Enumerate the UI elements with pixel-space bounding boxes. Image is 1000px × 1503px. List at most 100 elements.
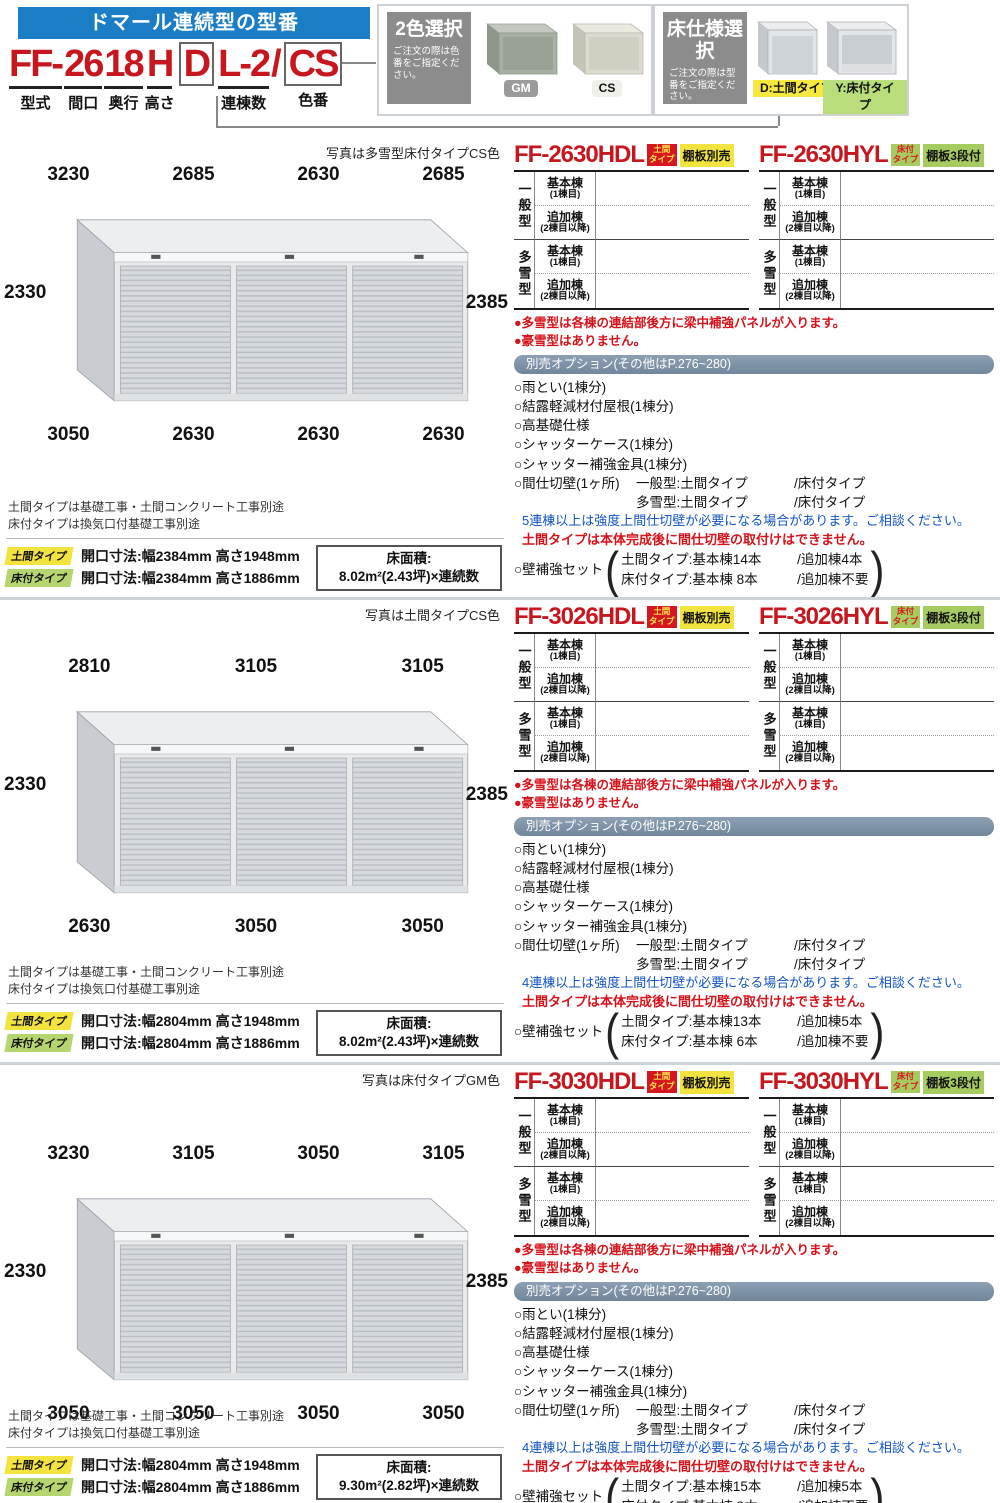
opening-row-doma: 土間タイプ 開口寸法:幅2804mm 高さ1948mm (4, 1454, 504, 1476)
model-seg-renketsu: L-2 連棟数 (218, 42, 271, 113)
options-bar: 別売オプション(その他はP.276~280) (514, 817, 994, 836)
price-cell (841, 206, 994, 240)
opening-dimension-yuka: 開口寸法:幅2804mm 高さ1886mm (81, 1477, 300, 1497)
wall-set-label: ○壁補強セット (514, 1023, 604, 1039)
row-label-base: 基本棟 (1棟目) (779, 702, 841, 736)
price-cell (596, 1133, 749, 1167)
diagram-column: 写真は土間タイプCS色 2810 3105 3105 (0, 600, 512, 1062)
model-seg-slash: / (271, 42, 281, 86)
color-select-panel: 2色選択 ご注文の際は色番をご指定ください。 GM (377, 4, 653, 116)
opening-label: 開口寸法: (81, 1457, 142, 1473)
header: ドマール連続型の型番 FF- 型式 26 間口 18 奥行 H 高さ D (0, 0, 1000, 138)
wall-doma: 土間タイプ:基本棟15本 (621, 1479, 762, 1494)
opening-label: 開口寸法: (81, 570, 142, 586)
dimension-label: 2685 (172, 164, 215, 185)
wall-reinforcement-option: ○壁補強セット ( 土間タイプ:基本棟15本 /追加棟5本 床付タイプ:基本棟 … (514, 1471, 994, 1503)
row-sublabel: (1棟目) (549, 256, 581, 268)
snow-note-1: ●多雪型は各棟の連結部後方に梁中補強パネルが入ります。 (514, 778, 846, 792)
product-section: 写真は多雪型床付タイプCS色 3230 2685 2630 2685 (0, 138, 1000, 600)
partition-blue-note: 5連棟以上は強度上間仕切壁が必要になる場合があります。ご相談ください。 (522, 513, 970, 529)
row-label: 基本棟 (791, 175, 828, 190)
opening-specs: 土間タイプ 開口寸法:幅2384mm 高さ1948mm 床付タイプ 開口寸法:幅… (4, 538, 504, 592)
snow-note-2: ●豪雪型はありません。 (514, 795, 647, 810)
model-name-hyl: FF-3030HYL (759, 1068, 889, 1095)
snow-note-1: ●多雪型は各棟の連結部後方に梁中補強パネルが入ります。 (514, 316, 846, 330)
price-cell (841, 668, 994, 702)
height-dimension-left: 2330 (4, 1261, 47, 1282)
row-label-base: 基本棟 (1棟目) (534, 1099, 596, 1133)
partition-option: ○間仕切壁(1ヶ所) 一般型:土間タイプ /床付タイプ 多雪型:土間タイプ /床… (514, 1401, 994, 1439)
row-label-base: 基本棟 (1棟目) (779, 1167, 841, 1201)
price-cell (596, 1201, 749, 1235)
group-label-snow: 多雪型 (761, 1177, 777, 1225)
row-label-add: 追加棟 (2棟目以降) (534, 1133, 596, 1167)
dimension-label: 3050 (172, 1403, 215, 1424)
row-sublabel: (1棟目) (549, 1115, 581, 1127)
shelf-included-badge: 棚板3段付 (923, 1070, 984, 1094)
partition-red-note: 土間タイプは本体完成後に間仕切壁の取付けはできません。 (522, 993, 873, 1009)
dimension-label: 3105 (172, 1143, 215, 1164)
row-sublabel: (2棟目以降) (540, 753, 590, 765)
dimension-label: 2630 (172, 424, 215, 445)
partition-spacer (514, 493, 636, 512)
floor-area-box: 床面積: 9.30m²(2.82坪)×連続数 (316, 1454, 502, 1501)
badge-line1: 土間 (653, 1071, 671, 1082)
badge-line1: 土間 (653, 144, 671, 155)
doma-type-badge: 土間タイプ (647, 1071, 677, 1093)
partition-option: ○間仕切壁(1ヶ所) 一般型:土間タイプ /床付タイプ 多雪型:土間タイプ /床… (514, 474, 994, 512)
price-table-hyl: 一般型 基本棟 (1棟目) 追加棟 (2棟目以降) 多雪型 基本棟 (1棟目) 追加棟… (759, 170, 994, 310)
option-item: ○高基礎仕様 (514, 1345, 590, 1361)
connector-line (216, 126, 778, 128)
row-sublabel: (1棟目) (794, 650, 826, 662)
model-header: FF-3026HYL 床付 タイプ 棚板3段付 (759, 603, 994, 630)
partition-general: 一般型:土間タイプ (636, 1402, 748, 1418)
options-bar: 別売オプション(その他はP.276~280) (514, 355, 994, 374)
option-item: ○シャッター補強金具(1棟分) (514, 918, 688, 934)
model-seg-color: CS 色番 (282, 42, 345, 110)
row-label: 追加棟 (791, 278, 828, 293)
model-pair: FF-3030HDL 土間 タイプ 棚板別売 一般型 基本棟 (1棟目) 追加棟 (2… (514, 1068, 994, 1237)
gm-label: GM (504, 80, 538, 97)
dimension-label: 3050 (422, 1403, 465, 1424)
doma-type-badge: 土間タイプ (4, 547, 74, 565)
price-cell (596, 240, 749, 274)
model-seg-depth: 18 奥行 (104, 42, 145, 113)
price-cell (596, 274, 749, 308)
spec-column: FF-3026HDL 土間 タイプ 棚板別売 一般型 基本棟 (1棟目) 追加棟 (2… (512, 600, 1000, 1062)
group-label-general: 一般型 (514, 634, 534, 702)
group-label-general: 一般型 (514, 1099, 534, 1167)
connector-line (342, 62, 376, 64)
cs-shed-thumb: CS (567, 16, 647, 97)
shelf-sold-badge: 棚板別売 (679, 605, 734, 629)
open-paren: ( (605, 541, 620, 598)
dimension-label: 2685 (422, 164, 465, 185)
opening-row-doma: 土間タイプ 開口寸法:幅2384mm 高さ1948mm (4, 545, 504, 567)
snow-notes: ●多雪型は各棟の連結部後方に梁中補強パネルが入ります。 ●豪雪型はありません。 (514, 1242, 994, 1277)
partition-yuka: /床付タイプ (794, 1421, 866, 1437)
model-block-hdl: FF-3026HDL 土間 タイプ 棚板別売 一般型 基本棟 (1棟目) 追加棟 (2… (514, 603, 749, 772)
partition-yuka: /床付タイプ (794, 937, 866, 953)
dimension-label: 3230 (47, 164, 90, 185)
row-sublabel: (2棟目以降) (785, 1218, 835, 1230)
price-cell (596, 172, 749, 206)
row-label-base: 基本棟 (1棟目) (779, 172, 841, 206)
row-sublabel: (2棟目以降) (785, 684, 835, 696)
row-label: 基本棟 (546, 705, 583, 720)
option-item: ○シャッター補強金具(1棟分) (514, 456, 688, 472)
dimension-label: 3230 (47, 1143, 90, 1164)
partition-general: 一般型:土間タイプ (636, 937, 748, 953)
height-dimension-right: 2385 (465, 292, 508, 313)
price-cell (841, 1201, 994, 1235)
row-label: 追加棟 (791, 671, 828, 686)
doma-type-badge: 土間タイプ (4, 1012, 74, 1030)
option-item: ○雨とい(1棟分) (514, 380, 607, 395)
foundation-notes: 土間タイプは基礎工事・土間コンクリート工事別途 床付タイプは換気口付基礎工事別途 (8, 1408, 504, 1442)
row-sublabel: (2棟目以降) (540, 291, 590, 303)
model-header: FF-2630HYL 床付 タイプ 棚板3段付 (759, 141, 994, 168)
open-paren: ( (605, 1003, 620, 1060)
row-sublabel: (1棟目) (794, 718, 826, 730)
opening-label: 開口寸法: (81, 1479, 142, 1495)
model-number: FF- 型式 26 間口 18 奥行 H 高さ D L-2 連棟数 (8, 42, 345, 113)
partition-label: ○間仕切壁(1ヶ所) (514, 937, 620, 953)
opening-row-doma: 土間タイプ 開口寸法:幅2804mm 高さ1948mm (4, 1010, 504, 1032)
